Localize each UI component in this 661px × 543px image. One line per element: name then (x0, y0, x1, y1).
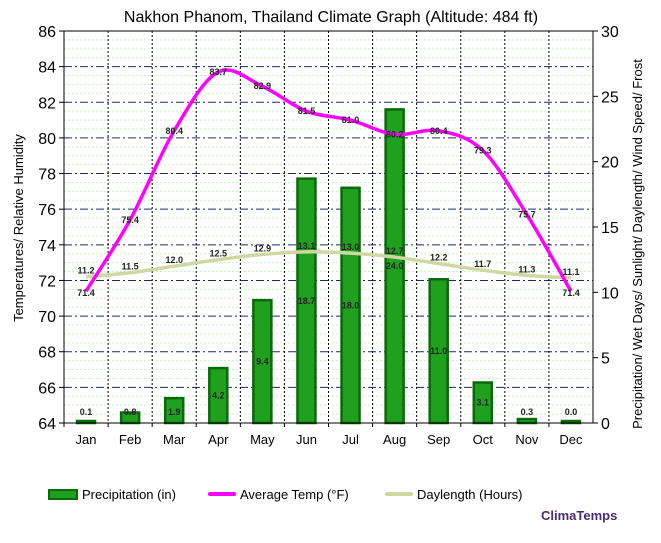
temperature-label-jul: 81.0 (342, 115, 360, 125)
left-tick-label: 86 (38, 24, 56, 41)
month-label-may: May (250, 432, 275, 447)
temperature-series (84, 68, 573, 293)
precipitation-swatch (48, 488, 78, 500)
legend-label-daylength: Daylength (Hours) (417, 486, 523, 502)
axes: 64 66 68 70 72 74 76 78 80 82 84 86 0 5 10 15 20 25 30 Jan F… (38, 24, 619, 447)
data-labels: 0.1 0.8 1.9 4.2 9.4 18.7 18.0 24.0 11.0 3.1 0.3 0.0… (77, 67, 579, 417)
temperature-label-mar: 80.4 (165, 126, 183, 136)
legend-item-precipitation: Precipitation (in) (48, 484, 176, 504)
temperature-label-jun: 81.5 (298, 106, 316, 116)
daylength-label-dec: 11.1 (562, 267, 579, 277)
legend: Precipitation (in) Average Temp (°F) Day… (0, 484, 661, 504)
precipitation-bars (75, 108, 582, 425)
legend-item-temperature: Average Temp (°F) (208, 484, 349, 504)
daylength-label-nov: 11.3 (518, 264, 535, 274)
right-tick-label: 10 (601, 285, 619, 302)
temperature-label-may: 82.9 (254, 81, 272, 91)
daylength-label-aug: 12.7 (386, 246, 404, 256)
precipitation-label-aug: 24.0 (386, 261, 404, 271)
precipitation-label-jan: 0.1 (80, 407, 93, 417)
precipitation-label-jul: 18.0 (342, 300, 360, 310)
month-dividers (107, 31, 550, 423)
precipitation-label-apr: 4.2 (212, 391, 225, 401)
month-label-dec: Dec (559, 432, 583, 447)
left-tick-label: 72 (38, 273, 56, 290)
right-tick-label: 20 (601, 155, 619, 172)
month-label-jul: Jul (342, 432, 359, 447)
temperature-label-feb: 75.4 (121, 215, 139, 225)
temperature-label-nov: 75.7 (518, 210, 536, 220)
daylength-label-oct: 11.7 (474, 259, 491, 269)
legend-label-precipitation: Precipitation (in) (82, 486, 176, 502)
daylength-label-feb: 11.5 (122, 262, 139, 272)
temperature-label-dec: 71.4 (562, 288, 580, 298)
daylength-label-jul: 13.0 (342, 242, 360, 252)
right-axis-title: Precipitation/ Wet Days/ Sunlight/ Dayle… (630, 59, 645, 429)
right-tick-label: 25 (601, 89, 619, 106)
month-label-jan: Jan (76, 432, 97, 447)
temperature-label-jan: 71.4 (77, 288, 95, 298)
precipitation-label-sep: 11.0 (430, 346, 447, 356)
month-label-nov: Nov (515, 432, 539, 447)
left-tick-label: 68 (38, 345, 56, 362)
chart-title: Nakhon Phanom, Thailand Climate Graph (A… (124, 9, 538, 26)
month-label-oct: Oct (473, 432, 494, 447)
left-tick-label: 80 (38, 131, 56, 148)
left-tick-label: 78 (38, 167, 56, 184)
left-tick-label: 82 (38, 95, 56, 112)
temperature-label-aug: 80.2 (386, 129, 404, 139)
left-tick-label: 66 (38, 380, 56, 397)
month-label-apr: Apr (208, 432, 229, 447)
precipitation-label-jun: 18.7 (298, 296, 316, 306)
left-tick-label: 74 (38, 238, 56, 255)
daylength-label-jun: 13.1 (298, 241, 316, 251)
daylength-label-apr: 12.5 (210, 249, 228, 259)
daylength-line (85, 250, 572, 280)
right-tick-label: 15 (601, 220, 619, 237)
month-label-sep: Sep (427, 432, 450, 447)
left-tick-label: 64 (38, 416, 56, 433)
precipitation-label-oct: 3.1 (477, 398, 490, 408)
precipitation-bar-nov (516, 417, 538, 425)
daylength-series (85, 250, 572, 280)
temperature-label-apr: 83.7 (210, 67, 228, 77)
temperature-line (84, 68, 573, 293)
daylength-label-may: 12.9 (254, 243, 272, 253)
daylength-swatch (385, 492, 413, 496)
left-tick-label: 76 (38, 202, 56, 219)
temperature-label-oct: 79.3 (474, 145, 492, 155)
month-label-mar: Mar (163, 432, 186, 447)
legend-label-temperature: Average Temp (°F) (240, 486, 349, 502)
left-tick-label: 84 (38, 60, 56, 77)
temperature-swatch (208, 492, 236, 496)
daylength-label-jan: 11.2 (78, 266, 95, 276)
right-tick-label: 30 (601, 24, 619, 41)
temperature-label-sep: 80.4 (430, 126, 448, 136)
precipitation-label-feb: 0.8 (124, 407, 137, 417)
daylength-label-mar: 12.0 (165, 255, 183, 265)
left-axis-title: Temperatures/ Relative Humidity (11, 134, 26, 322)
left-tick-label: 70 (38, 309, 56, 326)
precipitation-label-mar: 1.9 (168, 407, 181, 417)
right-tick-label: 5 (601, 351, 610, 368)
month-label-feb: Feb (119, 432, 141, 447)
month-label-jun: Jun (296, 432, 317, 447)
legend-item-daylength: Daylength (Hours) (385, 484, 523, 504)
precipitation-label-dec: 0.0 (565, 407, 578, 417)
precipitation-label-may: 9.4 (256, 357, 269, 367)
month-label-aug: Aug (383, 432, 406, 447)
daylength-label-sep: 12.2 (430, 253, 448, 263)
right-tick-label: 0 (601, 416, 610, 433)
precipitation-label-nov: 0.3 (521, 407, 534, 417)
brand-logo-text: ClimaTemps (541, 508, 618, 523)
